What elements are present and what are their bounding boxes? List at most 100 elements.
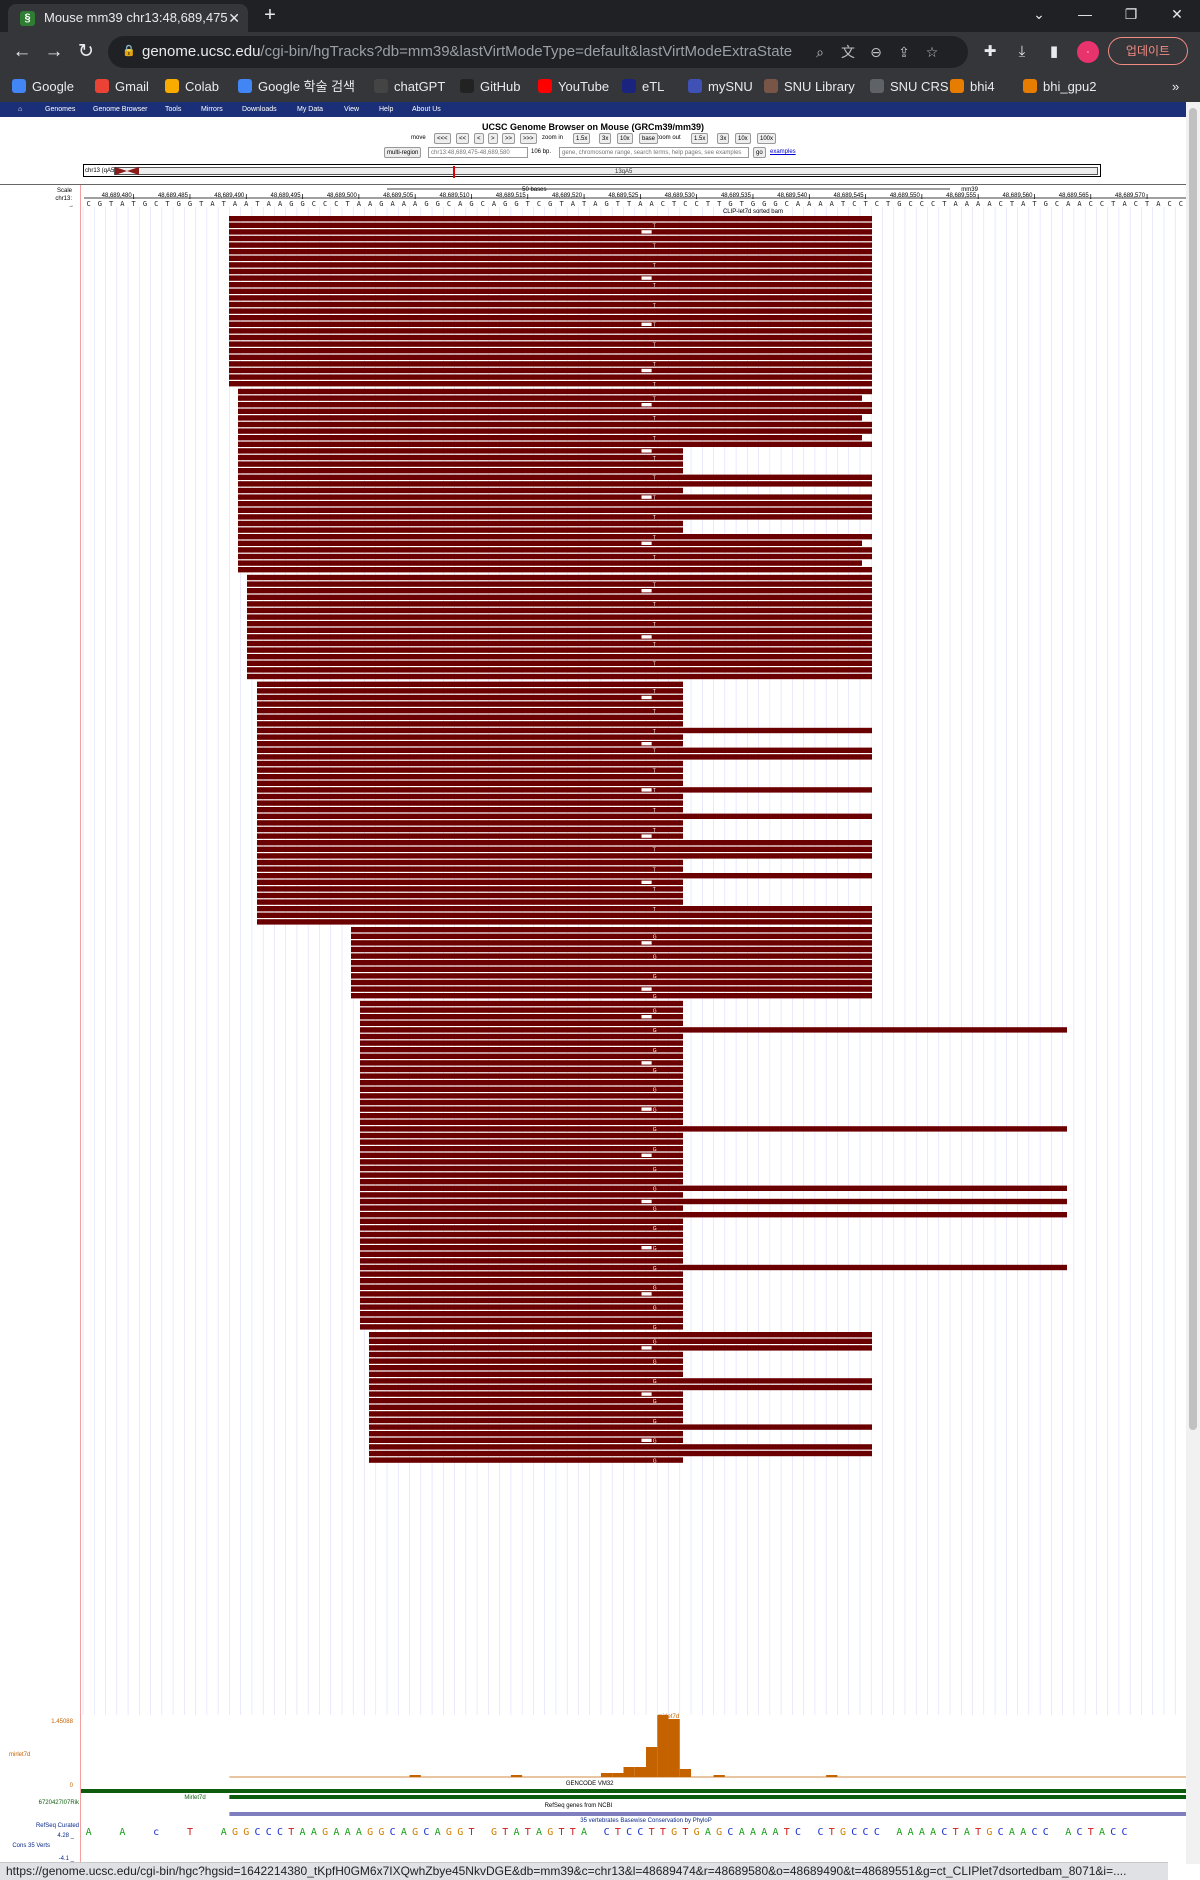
menu-about-us[interactable]: About Us	[412, 106, 441, 113]
bookmark-gmail[interactable]: Gmail	[95, 77, 149, 97]
track-canvas[interactable]: 48,689,480 48,689,485 48,689,490 48,689,495…	[81, 185, 1186, 1864]
cons-base: T	[615, 1827, 621, 1838]
url-text[interactable]: genome.ucsc.edu/cgi-bin/hgTracks?db=mm39…	[142, 43, 792, 60]
close-tab-icon[interactable]: ✕	[228, 10, 240, 26]
mismatch-base: G	[653, 1127, 657, 1133]
position-input[interactable]: chr13:48,689,475-48,689,580	[428, 147, 528, 158]
home-icon[interactable]: ⌂	[18, 106, 23, 113]
menu-tools[interactable]: Tools	[165, 106, 182, 113]
track-image[interactable]: Scale chr13: 1.45088 mirlet7d 0 6720427I07Rik…	[0, 184, 1186, 1864]
bookmark-library[interactable]: SNU Library	[764, 77, 855, 97]
menu-view[interactable]: View	[344, 106, 360, 113]
bookmark-globe[interactable]: SNU CRS	[870, 77, 949, 97]
read	[369, 1450, 872, 1457]
ruler-tick-label: 48,689,525	[608, 193, 639, 199]
youtube-icon	[538, 79, 552, 93]
new-tab-icon[interactable]: +	[264, 4, 276, 26]
restore-icon[interactable]: ❐	[1124, 6, 1138, 22]
mismatch-base: T	[653, 436, 656, 442]
refseq-track[interactable]: RefSeq genes from NCBI	[229, 1803, 1186, 1816]
bookmark-mysnu[interactable]: mySNU	[688, 77, 753, 97]
zoom-out-button[interactable]: 100x	[757, 133, 777, 144]
profile-avatar[interactable]: ·	[1077, 41, 1099, 63]
move-button[interactable]: <<	[456, 133, 470, 144]
menu-mirrors[interactable]: Mirrors	[201, 106, 223, 113]
read	[360, 1317, 683, 1323]
read	[229, 229, 872, 235]
scrollbar-thumb[interactable]	[1189, 108, 1197, 1430]
zoom-out-button[interactable]: 10x	[735, 133, 751, 144]
bookmark-youtube[interactable]: YouTube	[538, 77, 609, 97]
bookmark-chatgpt[interactable]: chatGPT	[374, 77, 445, 97]
conservation-track[interactable]: 35 vertebrates Basewise Conservation by …	[86, 1818, 1128, 1838]
side-panel-icon[interactable]: ▮	[1049, 43, 1059, 60]
read	[369, 1358, 683, 1364]
menu-help[interactable]: Help	[379, 106, 394, 113]
sequence-base: T	[109, 200, 114, 208]
zoom-icon[interactable]: ⊖	[870, 44, 882, 60]
move-button[interactable]: >	[488, 133, 498, 144]
read	[229, 381, 872, 387]
browser-tab[interactable]: § Mouse mm39 chr13:48,689,475 ✕	[8, 4, 248, 32]
chrom-label: chr13:	[55, 196, 72, 202]
mismatch-base: T	[653, 362, 656, 368]
tab-search-icon[interactable]: ⌄	[1033, 6, 1045, 22]
sequence-base: A	[796, 200, 801, 208]
bookmark-bhi[interactable]: bhi4	[950, 77, 995, 97]
menu-genome-browser[interactable]: Genome Browser	[93, 106, 148, 113]
bookmark-bhi[interactable]: bhi_gpu2	[1023, 77, 1097, 97]
sequence-base: T	[582, 200, 587, 208]
move-button[interactable]: >>	[502, 133, 516, 144]
menu-my-data[interactable]: My Data	[297, 106, 324, 113]
move-button[interactable]: <<<	[434, 133, 451, 144]
zoom-out-button[interactable]: 3x	[717, 133, 730, 144]
read	[238, 501, 872, 507]
close-window-icon[interactable]: ✕	[1171, 6, 1183, 22]
bookmark-github[interactable]: GitHub	[460, 77, 520, 97]
zoom-in-button[interactable]: 10x	[617, 133, 633, 144]
coverage-track[interactable]: mirlet7d	[229, 1714, 1186, 1778]
read	[247, 654, 872, 660]
share-icon[interactable]: ⇪	[898, 44, 910, 60]
more-bookmarks-icon[interactable]: »	[1172, 79, 1180, 94]
mysnu-icon	[688, 79, 702, 93]
zoom-in-button[interactable]: base	[639, 133, 659, 144]
bookmark-colab[interactable]: Colab	[165, 77, 219, 97]
cons-base: G	[547, 1827, 553, 1838]
search-icon[interactable]: ⌕	[816, 44, 824, 60]
translate-icon[interactable]: 文	[841, 44, 855, 60]
read	[351, 933, 872, 939]
update-button[interactable]: 업데이트	[1108, 37, 1188, 65]
zoom-out-button[interactable]: 1.5x	[691, 133, 709, 144]
minimize-icon[interactable]: —	[1078, 6, 1092, 22]
zoom-in-button[interactable]: 1.5x	[573, 133, 591, 144]
move-button[interactable]: >>>	[520, 133, 537, 144]
bookmark-star-icon[interactable]: ☆	[925, 44, 939, 60]
forward-icon[interactable]: →	[44, 41, 64, 62]
chromosome-ideogram[interactable]: chr13 (qA5) 13qA5	[83, 164, 1101, 178]
read	[257, 767, 683, 773]
menu-downloads[interactable]: Downloads	[242, 106, 277, 113]
gap	[641, 1107, 652, 1111]
multi-region-button[interactable]: multi-region	[384, 147, 422, 158]
examples-link[interactable]: examples	[770, 149, 796, 155]
read	[229, 282, 872, 288]
search-input[interactable]: gene, chromosome range, search terms, he…	[559, 147, 749, 158]
sequence-base: A	[210, 200, 215, 208]
back-icon[interactable]: ←	[12, 41, 32, 62]
bookmark-scholar[interactable]: Google 학술 검색	[238, 77, 355, 97]
gencode-track[interactable]: GENCODE VM32 Mirlet7d	[81, 1781, 1186, 1801]
vertical-scrollbar[interactable]	[1186, 102, 1200, 1864]
aligned-reads[interactable]: T T T T T T T T T T T T T T T T T T T T T T T T T T T T T T T T T T T G G G G G…	[229, 216, 1067, 1464]
bookmark-etl[interactable]: eTL	[622, 77, 664, 97]
move-button[interactable]: <	[474, 133, 484, 144]
extensions-icon[interactable]: ✚	[983, 43, 997, 60]
go-button[interactable]: go	[753, 147, 766, 158]
reload-icon[interactable]: ↻	[78, 41, 94, 62]
menu-genomes[interactable]: Genomes	[45, 106, 76, 113]
bookmark-google[interactable]: Google	[12, 77, 74, 97]
download-icon[interactable]: ⤓	[1018, 43, 1026, 60]
address-bar[interactable]: 🔒 genome.ucsc.edu/cgi-bin/hgTracks?db=mm…	[108, 36, 968, 68]
sequence-base: C	[909, 200, 913, 208]
zoom-in-button[interactable]: 3x	[599, 133, 612, 144]
